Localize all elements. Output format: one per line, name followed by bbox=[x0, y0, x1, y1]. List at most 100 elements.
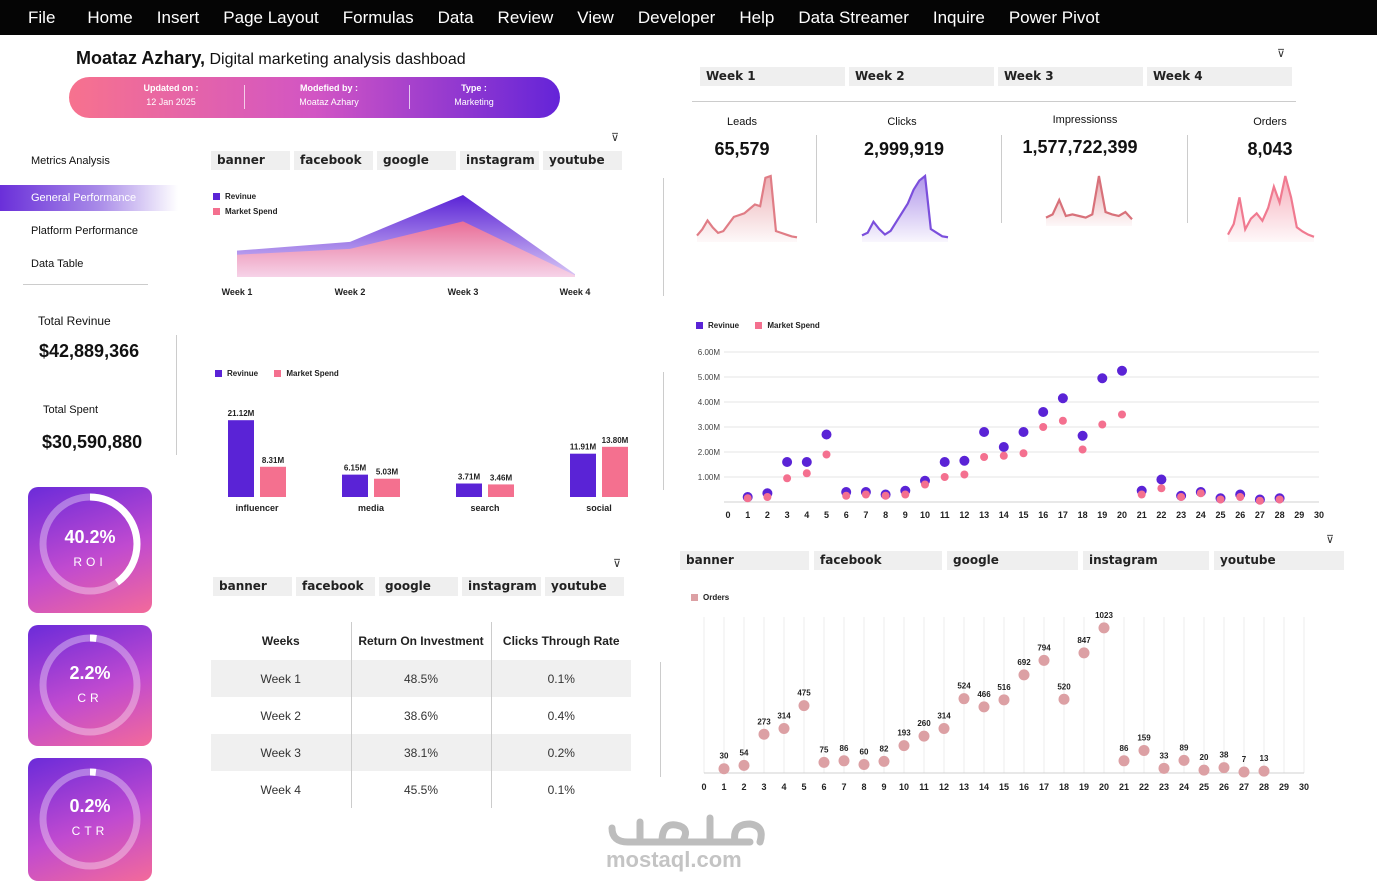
point-spend bbox=[1275, 495, 1284, 504]
slicer-week-2[interactable]: Week 2 bbox=[849, 67, 994, 86]
tab-review[interactable]: Review bbox=[497, 7, 554, 27]
slicer-facebook[interactable]: facebook bbox=[294, 151, 373, 170]
table-row: Week 1 48.5% 0.1% bbox=[211, 660, 631, 697]
point-data-label: 847 bbox=[1077, 636, 1091, 645]
x-tick-label: 28 bbox=[1259, 782, 1269, 792]
x-tick-label: 22 bbox=[1156, 510, 1166, 520]
point-data-label: 475 bbox=[797, 689, 811, 698]
point-data-label: 38 bbox=[1220, 751, 1229, 760]
banner-divider bbox=[244, 85, 245, 109]
tab-inquire[interactable]: Inquire bbox=[932, 7, 985, 27]
clear-filter-icon[interactable]: ⊽ bbox=[1277, 48, 1286, 60]
point-orders bbox=[1118, 755, 1130, 767]
slicer-instagram[interactable]: instagram bbox=[460, 151, 539, 170]
point-spend bbox=[1196, 489, 1205, 498]
tab-power-pivot[interactable]: Power Pivot bbox=[1008, 7, 1100, 27]
point-revenue bbox=[939, 457, 950, 467]
watermark-text: mostaql.com bbox=[606, 847, 742, 872]
slicer-facebook[interactable]: facebook bbox=[296, 577, 375, 596]
point-data-label: 260 bbox=[917, 719, 931, 728]
tab-help[interactable]: Help bbox=[739, 7, 775, 27]
point-orders bbox=[1198, 764, 1210, 776]
slicer-youtube[interactable]: youtube bbox=[1214, 551, 1344, 570]
area-series-spend bbox=[237, 221, 575, 277]
slicer-google[interactable]: google bbox=[947, 551, 1078, 570]
x-tick-label: 16 bbox=[1019, 782, 1029, 792]
x-tick-label: 7 bbox=[863, 510, 868, 520]
x-tick-label: 15 bbox=[999, 782, 1009, 792]
nav-general-performance-highlight[interactable]: General Performance bbox=[0, 185, 178, 211]
slicer-google[interactable]: google bbox=[379, 577, 458, 596]
point-spend bbox=[1098, 420, 1107, 429]
tab-data-streamer[interactable]: Data Streamer bbox=[798, 7, 909, 27]
slicer-week-4[interactable]: Week 4 bbox=[1147, 67, 1292, 86]
point-revenue bbox=[782, 457, 793, 467]
roi-ring bbox=[39, 493, 141, 595]
nav-divider bbox=[23, 284, 148, 285]
point-spend bbox=[1118, 410, 1126, 419]
x-tick-label: 11 bbox=[940, 510, 950, 520]
x-tick-label: 2 bbox=[765, 510, 770, 520]
point-orders bbox=[1178, 754, 1190, 766]
x-tick-label: 26 bbox=[1235, 510, 1245, 520]
point-data-label: 520 bbox=[1057, 682, 1071, 691]
type-label: Type : bbox=[461, 83, 487, 93]
x-tick-label: 14 bbox=[979, 782, 989, 792]
divider bbox=[692, 101, 1296, 102]
clear-filter-icon[interactable]: ⊽ bbox=[1326, 534, 1335, 546]
point-revenue bbox=[1018, 427, 1029, 437]
info-banner: Updated on : 12 Jan 2025 Modefied by : M… bbox=[69, 77, 560, 118]
slicer-instagram[interactable]: instagram bbox=[462, 577, 541, 596]
sparkline-line bbox=[1045, 175, 1133, 220]
nav-metrics-analysis[interactable]: Metrics Analysis bbox=[31, 155, 110, 167]
slicer-youtube[interactable]: youtube bbox=[545, 577, 624, 596]
tab-insert[interactable]: Insert bbox=[156, 7, 200, 27]
x-tick-label: 17 bbox=[1039, 782, 1049, 792]
point-spend bbox=[861, 490, 870, 499]
point-revenue bbox=[1156, 474, 1167, 485]
slicer-google[interactable]: google bbox=[377, 151, 456, 170]
x-tick-label: Week 3 bbox=[448, 287, 479, 297]
point-data-label: 7 bbox=[1242, 755, 1247, 764]
point-spend bbox=[1058, 416, 1067, 425]
tab-data[interactable]: Data bbox=[437, 7, 474, 27]
tab-formulas[interactable]: Formulas bbox=[342, 7, 414, 27]
x-tick-label: Week 4 bbox=[560, 287, 591, 297]
x-tick-label: 30 bbox=[1314, 510, 1324, 520]
tab-page-layout[interactable]: Page Layout bbox=[223, 7, 319, 27]
point-spend bbox=[1177, 493, 1186, 501]
tab-view[interactable]: View bbox=[577, 7, 614, 27]
x-tick-label: 3 bbox=[785, 510, 790, 520]
point-spend bbox=[763, 493, 772, 501]
bar-revenue bbox=[342, 474, 368, 497]
nav-general-performance[interactable]: General Performance bbox=[31, 192, 137, 204]
legend-revenue: Revinue bbox=[225, 192, 257, 201]
roi-card: 40.2% ROI bbox=[28, 487, 152, 613]
tab-file[interactable]: File bbox=[28, 7, 56, 27]
nav-platform-performance[interactable]: Platform Performance bbox=[31, 225, 138, 237]
roi-value: 40.2% bbox=[64, 527, 116, 547]
point-spend bbox=[1236, 493, 1245, 501]
slicer-banner[interactable]: banner bbox=[213, 577, 292, 596]
tab-developer[interactable]: Developer bbox=[637, 7, 716, 27]
slicer-youtube[interactable]: youtube bbox=[543, 151, 622, 170]
slicer-week-3[interactable]: Week 3 bbox=[998, 67, 1143, 86]
slicer-facebook[interactable]: facebook bbox=[814, 551, 942, 570]
clear-filter-icon[interactable]: ⊽ bbox=[613, 558, 622, 570]
point-data-label: 20 bbox=[1200, 753, 1209, 762]
divider bbox=[176, 335, 177, 455]
x-tick-label: 1 bbox=[721, 782, 726, 792]
orders-sparkline bbox=[1227, 175, 1315, 242]
tab-home[interactable]: Home bbox=[87, 7, 133, 27]
leads-sparkline bbox=[696, 174, 798, 242]
slicer-week-1[interactable]: Week 1 bbox=[700, 67, 845, 86]
slicer-banner[interactable]: banner bbox=[211, 151, 290, 170]
point-revenue bbox=[959, 455, 970, 466]
divider bbox=[816, 135, 817, 223]
slicer-banner[interactable]: banner bbox=[680, 551, 809, 570]
slicer-instagram[interactable]: instagram bbox=[1083, 551, 1209, 570]
nav-data-table[interactable]: Data Table bbox=[31, 258, 84, 270]
point-data-label: 54 bbox=[740, 748, 749, 757]
bar-spend bbox=[488, 484, 514, 497]
clear-filter-icon[interactable]: ⊽ bbox=[611, 132, 620, 144]
